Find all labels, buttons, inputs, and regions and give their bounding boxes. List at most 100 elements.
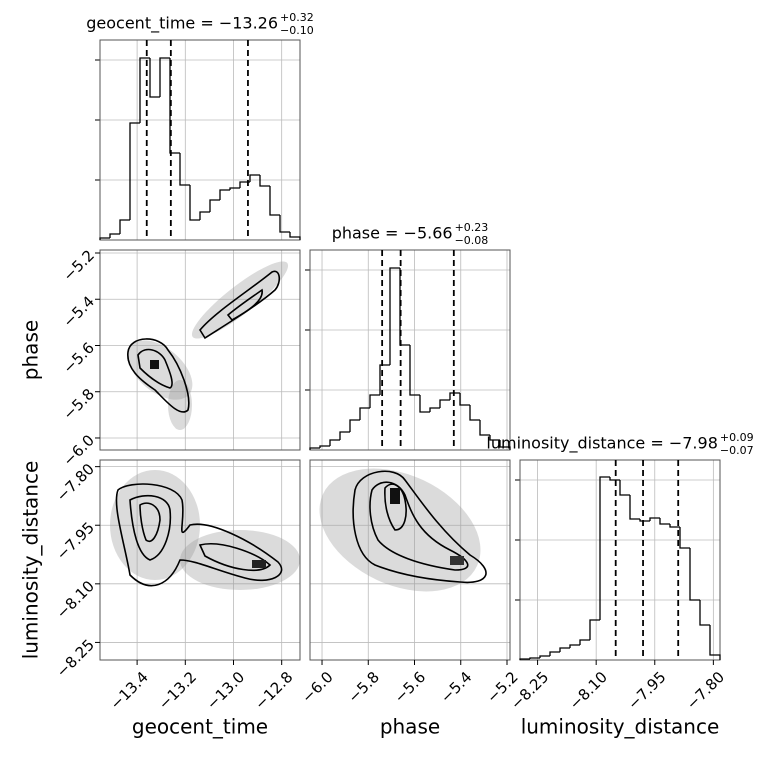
panel-frame xyxy=(309,249,511,451)
contour xyxy=(137,348,173,389)
histogram-bin xyxy=(119,219,130,234)
density-peak xyxy=(450,556,464,565)
histogram-bin xyxy=(479,420,490,436)
density-panel-1-0 xyxy=(127,261,289,430)
contour xyxy=(115,483,283,587)
contour xyxy=(384,483,407,531)
histogram-bin xyxy=(579,639,590,645)
histogram-bin xyxy=(709,625,721,660)
histogram-bin xyxy=(309,447,320,450)
histogram-bin xyxy=(489,435,500,441)
histogram-bin xyxy=(549,651,560,656)
histogram-bin xyxy=(239,181,250,188)
x-axis-label: geocent_time xyxy=(132,715,268,739)
density-panel-2-0 xyxy=(110,470,300,590)
histogram-bin xyxy=(359,407,370,420)
histogram-bin xyxy=(249,174,260,182)
histogram-bin xyxy=(609,477,620,481)
histogram-bin xyxy=(569,644,580,648)
histogram-bin xyxy=(199,211,210,220)
histogram-bin xyxy=(499,440,511,450)
panel-frame xyxy=(519,459,721,661)
contour xyxy=(226,288,263,322)
histogram-bin xyxy=(129,122,140,220)
contour xyxy=(198,543,272,572)
histogram-bin xyxy=(629,495,640,520)
title-sub: −0.10 xyxy=(280,24,314,37)
panel-title: phase = −5.66 xyxy=(332,224,453,243)
histogram-bin xyxy=(339,431,350,440)
density-peak xyxy=(390,488,400,504)
density-cloud xyxy=(319,468,481,592)
panel-frame xyxy=(99,459,301,661)
histogram-bin xyxy=(289,232,301,240)
histogram-bin xyxy=(559,647,570,652)
histogram-bin xyxy=(689,548,700,601)
contour xyxy=(352,470,487,584)
density-cloud xyxy=(191,261,289,339)
panel-frame xyxy=(99,39,301,241)
panel-frame xyxy=(99,249,301,451)
contour xyxy=(127,338,190,413)
histogram-bin xyxy=(159,57,170,97)
histogram-bin xyxy=(429,407,440,412)
histogram-bin xyxy=(469,405,480,421)
histogram-bin xyxy=(259,175,270,187)
contour xyxy=(139,502,161,542)
title-sup: +0.32 xyxy=(280,11,314,24)
histogram-bin xyxy=(219,189,230,200)
histogram-bin xyxy=(149,58,160,98)
histogram-bin xyxy=(209,199,220,212)
density-cloud xyxy=(110,470,200,580)
histogram-bin xyxy=(459,393,470,406)
histogram-bin xyxy=(179,153,190,186)
histogram-bin xyxy=(519,658,530,660)
histogram-bin xyxy=(619,480,630,496)
density-peak xyxy=(150,360,159,369)
histogram-bin xyxy=(379,364,390,395)
histogram-bin xyxy=(189,185,200,221)
histogram-bin xyxy=(349,419,360,432)
histogram-bin xyxy=(699,600,710,626)
histogram-bin xyxy=(229,187,240,190)
histogram-bin xyxy=(269,186,280,216)
density-cloud xyxy=(168,380,192,430)
histogram-bin xyxy=(529,657,540,659)
histogram-bin xyxy=(669,524,680,528)
histogram-bin xyxy=(419,395,430,413)
histogram-bin xyxy=(439,399,450,408)
y-axis-label: phase xyxy=(19,320,43,380)
histogram-bin xyxy=(639,519,650,522)
density-cloud xyxy=(127,340,193,400)
histogram-bin xyxy=(109,233,120,238)
title-sup: +0.09 xyxy=(720,431,754,444)
title-sup: +0.23 xyxy=(455,221,489,234)
contour xyxy=(369,481,469,571)
panel-frame xyxy=(309,459,511,661)
histogram-bin xyxy=(409,345,420,396)
title-sub: −0.08 xyxy=(455,234,489,247)
histogram-bin xyxy=(599,476,610,620)
histogram-bin xyxy=(369,394,380,408)
histogram-bin xyxy=(279,215,290,233)
panel-title: luminosity_distance = −7.98 xyxy=(486,434,717,454)
contour xyxy=(129,494,172,561)
histogram-bin xyxy=(589,619,600,640)
axes-layer: geocent_time = −13.26 +0.32−0.10−6.0−5.8−… xyxy=(19,11,754,739)
title-sub: −0.07 xyxy=(720,444,754,457)
histogram-bin xyxy=(679,527,690,549)
histogram-bin xyxy=(449,392,460,400)
y-axis-label: luminosity_distance xyxy=(19,461,43,660)
density-panel-2-1 xyxy=(319,468,487,592)
histogram-bin xyxy=(539,655,550,658)
histogram-bin xyxy=(389,267,400,365)
x-axis-label: phase xyxy=(380,715,440,739)
histogram-bin xyxy=(659,518,670,525)
density-peak xyxy=(252,560,266,568)
panel-title: geocent_time = −13.26 xyxy=(86,14,278,34)
density-cloud xyxy=(180,530,300,590)
histogram-bin xyxy=(99,237,110,240)
x-axis-label: luminosity_distance xyxy=(521,715,720,739)
histogram-bin xyxy=(329,439,340,446)
